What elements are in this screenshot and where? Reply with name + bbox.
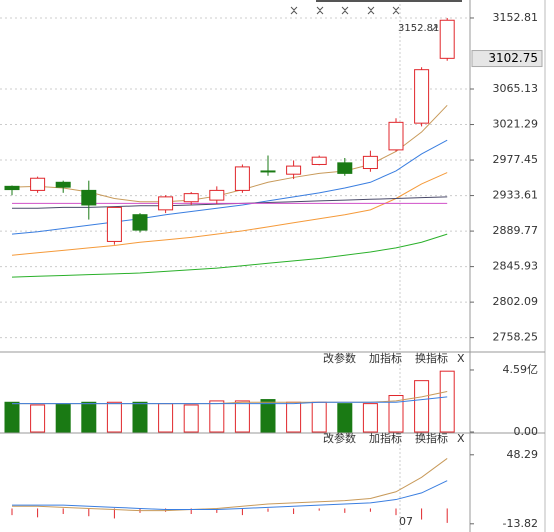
- volume-bar: [30, 404, 46, 433]
- candle-body: [439, 19, 455, 59]
- y-tick-label: 3021.29: [493, 118, 539, 131]
- candle-body: [388, 121, 404, 151]
- indicator-line: [11, 233, 448, 278]
- candle-body: [81, 189, 97, 206]
- candle-body: [4, 185, 20, 191]
- volume-bar: [286, 401, 302, 433]
- y-tick-label: 48.29: [507, 448, 539, 461]
- volume-bar: [132, 401, 148, 433]
- candle-body: [158, 196, 174, 211]
- y-tick-label: 3152.81: [493, 11, 539, 24]
- y-tick-label: 2933.61: [493, 189, 539, 202]
- volume-bar: [260, 399, 276, 433]
- candle-body: [183, 193, 199, 203]
- y-tick-label: 2845.93: [493, 260, 539, 273]
- volume-bar: [362, 403, 378, 433]
- indicator-line: [12, 396, 448, 405]
- panel-button[interactable]: 换指标: [415, 431, 448, 445]
- panel-button[interactable]: 换指标: [415, 351, 448, 365]
- candle-body: [311, 156, 327, 165]
- y-tick-label: 2889.77: [493, 224, 539, 237]
- candle-body: [337, 162, 353, 174]
- price-annotation: 3152.81: [398, 23, 439, 34]
- indicator-line: [11, 139, 448, 235]
- volume-bar: [311, 401, 327, 433]
- candle-body: [30, 177, 46, 191]
- y-tick-label: 2758.25: [493, 331, 539, 344]
- y-tick-label: 2802.09: [493, 295, 539, 308]
- last-price-box: [471, 50, 543, 68]
- volume-bar: [414, 380, 430, 433]
- panel-button[interactable]: 改参数: [323, 351, 356, 365]
- indicator-line: [12, 480, 448, 511]
- candle-body: [234, 166, 250, 191]
- y-tick-label: 3065.13: [493, 82, 539, 95]
- candle-body: [209, 189, 225, 201]
- panel-button[interactable]: 加指标: [369, 351, 402, 365]
- volume-bar: [439, 370, 455, 433]
- volume-bar: [81, 401, 97, 433]
- volume-bar: [337, 403, 353, 433]
- volume-bar: [158, 403, 174, 433]
- volume-bar: [4, 401, 20, 433]
- y-tick-label: 2977.45: [493, 153, 539, 166]
- indicator-line: [12, 458, 448, 512]
- volume-bar: [106, 401, 122, 433]
- panel-button[interactable]: 加指标: [369, 431, 402, 445]
- top-markers: [290, 6, 400, 15]
- panel-button[interactable]: X: [457, 432, 465, 445]
- candle-body: [106, 206, 122, 242]
- candle-body: [132, 214, 148, 231]
- candle-body: [286, 165, 302, 175]
- y-tick-label: 0.00: [514, 425, 539, 438]
- y-tick-label: -13.82: [503, 517, 538, 530]
- annotation-arrow: [431, 24, 438, 32]
- panel-button[interactable]: X: [457, 352, 465, 365]
- candle-body: [414, 69, 430, 124]
- volume-bar: [234, 400, 250, 433]
- volume-bar: [209, 400, 225, 433]
- candle-body: [55, 181, 71, 188]
- volume-bar: [183, 404, 199, 433]
- volume-bar: [55, 403, 71, 433]
- volume-bar: [388, 395, 404, 433]
- candle-body: [260, 170, 276, 173]
- indicator-line: [11, 172, 448, 256]
- panel-button[interactable]: 改参数: [323, 431, 356, 445]
- y-tick-label: 4.59亿: [503, 363, 539, 376]
- last-price-label: 3102.75: [488, 51, 538, 65]
- candle-body: [362, 155, 378, 170]
- x-tick-label: 07: [399, 515, 413, 528]
